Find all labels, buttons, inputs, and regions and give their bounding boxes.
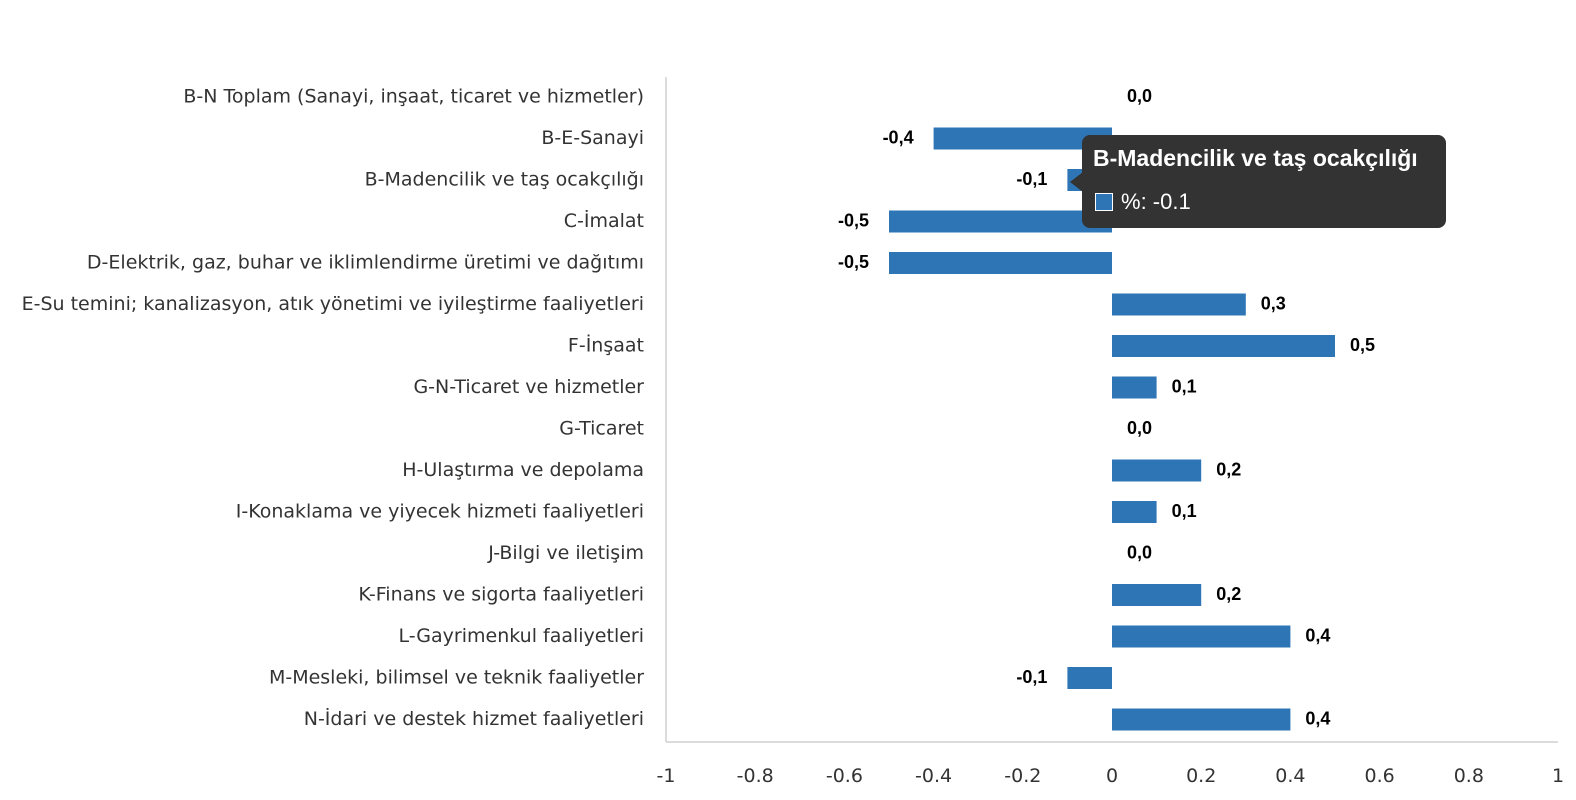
tooltip: B-Madencilik ve taş ocakçılığı %: -0.1 <box>1082 135 1446 228</box>
tooltip-value: -0.1 <box>1152 189 1191 214</box>
data-label: 0,1 <box>1172 501 1197 521</box>
data-label: 0,0 <box>1127 542 1152 562</box>
category-label: B-E-Sanayi <box>541 127 644 149</box>
x-tick-label: 0.8 <box>1454 765 1484 787</box>
data-label: -0,5 <box>838 252 869 272</box>
data-labels: 0,0 -0,4 -0,1 -0,5 -0,5 0,3 0,5 0,1 0,0 0,2 0,1 0,0… <box>838 86 1375 729</box>
category-label: G-Ticaret <box>559 418 644 440</box>
data-label: 0,0 <box>1127 86 1152 106</box>
x-tick-label: 0.2 <box>1186 765 1216 787</box>
data-label: 0,1 <box>1172 376 1197 396</box>
data-label: 0,2 <box>1216 584 1241 604</box>
category-labels: B-N Toplam (Sanayi, inşaat, ticaret ve h… <box>22 86 645 731</box>
x-tick-label: 0.4 <box>1275 765 1305 787</box>
category-label: D-Elektrik, gaz, buhar ve iklimlendirme … <box>87 252 644 274</box>
bar[interactable] <box>1112 376 1157 399</box>
x-tick-label: 0.6 <box>1364 765 1394 787</box>
data-label: 0,2 <box>1216 459 1241 479</box>
x-tick-label: 1 <box>1552 765 1564 787</box>
x-tick-label: -0.6 <box>826 765 863 787</box>
bar[interactable] <box>1112 625 1291 648</box>
x-tick-label: -0.2 <box>1004 765 1041 787</box>
bar[interactable] <box>889 252 1112 274</box>
category-label: B-N Toplam (Sanayi, inşaat, ticaret ve h… <box>183 86 644 108</box>
x-tick-label: -0.4 <box>915 765 952 787</box>
tooltip-title: B-Madencilik ve taş ocakçılığı <box>1093 145 1418 171</box>
tooltip-row: %: -0.1 <box>1095 189 1191 215</box>
category-label: C-İmalat <box>564 209 644 232</box>
bar[interactable] <box>1112 708 1291 731</box>
category-label: M-Mesleki, bilimsel ve teknik faaliyetle… <box>269 667 644 689</box>
data-label: 0,4 <box>1305 625 1330 645</box>
category-label: L-Gayrimenkul faaliyetleri <box>399 625 645 647</box>
data-label: -0,1 <box>1016 169 1047 189</box>
category-label: H-Ulaştırma ve depolama <box>402 459 644 481</box>
x-tick-label: -1 <box>657 765 676 787</box>
data-label: -0,1 <box>1016 667 1047 687</box>
category-label: E-Su temini; kanalizasyon, atık yönetimi… <box>22 293 644 315</box>
x-tick-label: -0.8 <box>737 765 774 787</box>
category-label: G-N-Ticaret ve hizmetler <box>413 376 644 398</box>
data-label: 0,3 <box>1261 293 1286 313</box>
x-tick-label: 0 <box>1106 765 1118 787</box>
bar[interactable] <box>933 127 1112 150</box>
tooltip-series-label: % <box>1121 189 1141 214</box>
series-swatch-icon <box>1095 193 1113 211</box>
data-label: 0,4 <box>1305 708 1330 728</box>
data-label: -0,4 <box>883 127 914 147</box>
category-label: I-Konaklama ve yiyecek hizmeti faaliyetl… <box>236 501 644 523</box>
bar[interactable] <box>1112 335 1335 357</box>
bar[interactable] <box>1112 459 1202 482</box>
category-label: B-Madencilik ve taş ocakçılığı <box>365 169 644 191</box>
bar[interactable] <box>889 210 1112 233</box>
category-label: K-Finans ve sigorta faaliyetleri <box>358 584 644 606</box>
bar[interactable] <box>1067 667 1112 689</box>
tooltip-separator: : <box>1140 189 1153 214</box>
category-label: N-İdari ve destek hizmet faaliyetleri <box>304 707 644 730</box>
category-label: F-İnşaat <box>568 334 644 357</box>
data-label: -0,5 <box>838 210 869 230</box>
x-axis-ticks: -1 -0.8 -0.6 -0.4 -0.2 0 0.2 0.4 0.6 0.8 1 <box>657 765 1565 787</box>
bar[interactable] <box>1112 584 1202 606</box>
category-label: J-Bilgi ve iletişim <box>487 542 644 564</box>
data-label: 0,5 <box>1350 335 1375 355</box>
tooltip-pointer <box>1070 172 1083 192</box>
bar[interactable] <box>1112 501 1157 523</box>
bar[interactable] <box>1112 293 1246 316</box>
data-label: 0,0 <box>1127 418 1152 438</box>
